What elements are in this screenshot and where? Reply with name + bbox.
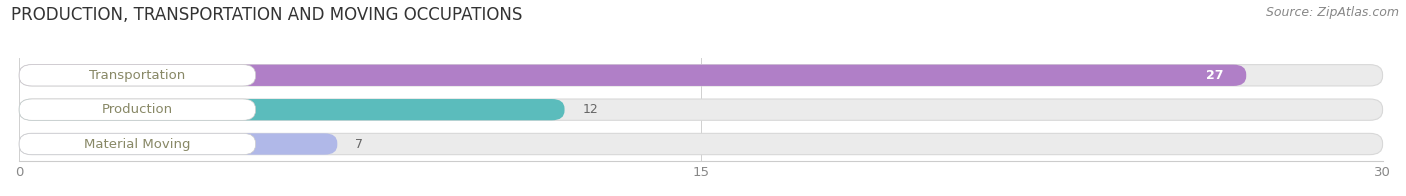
FancyBboxPatch shape xyxy=(20,133,337,155)
Text: Production: Production xyxy=(101,103,173,116)
Text: Transportation: Transportation xyxy=(89,69,186,82)
FancyBboxPatch shape xyxy=(20,133,256,155)
Text: Source: ZipAtlas.com: Source: ZipAtlas.com xyxy=(1265,6,1399,19)
FancyBboxPatch shape xyxy=(20,133,1382,155)
FancyBboxPatch shape xyxy=(20,65,1382,86)
Text: 12: 12 xyxy=(582,103,599,116)
Text: Material Moving: Material Moving xyxy=(84,138,191,151)
Text: 7: 7 xyxy=(356,138,364,151)
Text: 27: 27 xyxy=(1206,69,1223,82)
FancyBboxPatch shape xyxy=(20,99,1382,120)
FancyBboxPatch shape xyxy=(20,99,565,120)
Text: PRODUCTION, TRANSPORTATION AND MOVING OCCUPATIONS: PRODUCTION, TRANSPORTATION AND MOVING OC… xyxy=(11,6,523,24)
FancyBboxPatch shape xyxy=(20,65,1246,86)
FancyBboxPatch shape xyxy=(20,99,256,120)
FancyBboxPatch shape xyxy=(20,65,256,86)
